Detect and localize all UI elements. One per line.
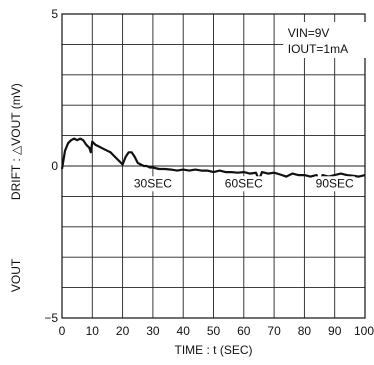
y-axis-sublabel: VOUT — [9, 258, 23, 292]
x-axis-label: TIME : t (SEC) — [175, 343, 253, 357]
time-annotation: 90SEC — [316, 176, 354, 190]
y-tick-label: 5 — [51, 7, 58, 21]
condition-vin: VIN=9V — [288, 26, 330, 40]
annotation-background — [314, 176, 355, 192]
annotation-background — [223, 176, 264, 192]
condition-iout: IOUT=1mA — [288, 42, 348, 56]
x-tick-label: 60 — [237, 324, 251, 338]
x-tick-label: 0 — [59, 324, 66, 338]
annotation-background — [132, 176, 173, 192]
x-tick-label: 40 — [177, 324, 191, 338]
x-tick-label: 10 — [86, 324, 100, 338]
y-tick-label: 0 — [51, 159, 58, 173]
drift-series-line — [60, 137, 366, 184]
time-annotations: 30SEC 60SEC 90SEC — [132, 176, 355, 192]
x-tick-label: 20 — [116, 324, 130, 338]
x-tick-label: 90 — [328, 324, 342, 338]
x-tick-label: 30 — [146, 324, 160, 338]
x-tick-label: 70 — [267, 324, 281, 338]
x-tick-label: 80 — [298, 324, 312, 338]
x-tick-labels: 0 10 20 30 40 50 60 70 80 90 100 — [59, 324, 374, 338]
x-tick-label: 50 — [207, 324, 221, 338]
time-annotation: 30SEC — [134, 176, 172, 190]
y-axis-label: DRIFT : △VOUT (mV) — [9, 83, 23, 200]
x-tick-label: 100 — [354, 324, 374, 338]
grid-lines — [62, 14, 365, 318]
y-tick-label: −5 — [44, 311, 58, 325]
time-annotation: 60SEC — [225, 176, 263, 190]
y-tick-labels: 5 0 −5 — [44, 7, 58, 325]
conditions-box — [283, 22, 368, 58]
